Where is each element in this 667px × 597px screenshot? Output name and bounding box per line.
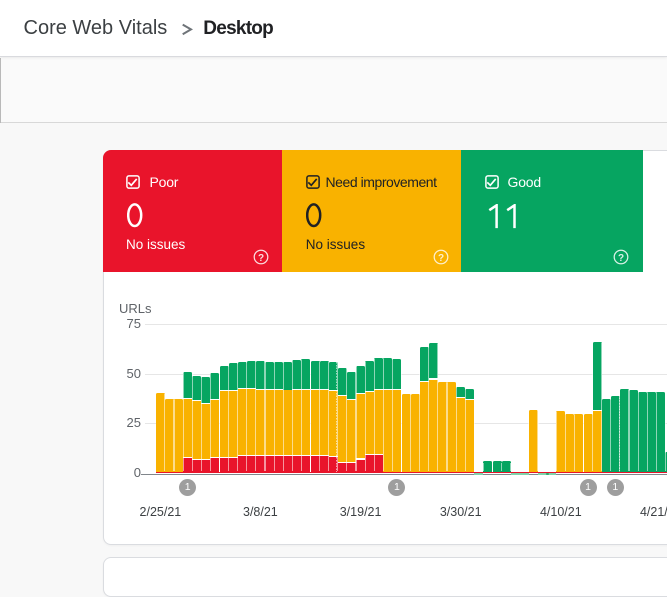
svg-text:?: ? bbox=[438, 252, 444, 263]
svg-text:?: ? bbox=[618, 252, 624, 263]
svg-text:?: ? bbox=[258, 252, 264, 263]
